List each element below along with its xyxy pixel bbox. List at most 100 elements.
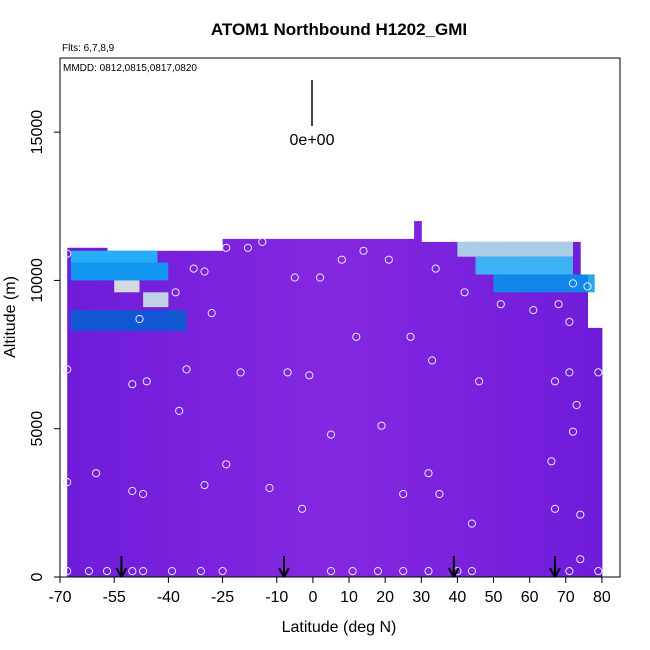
x-tick-label-1: -55 [103,589,126,606]
field-column-20 [139,250,144,577]
sample-point-48 [572,400,581,410]
field-column-102 [435,241,440,577]
field-column-98 [421,241,426,577]
field-column-87 [381,238,386,577]
field-column-54 [262,238,267,577]
sample-point-40 [182,365,191,374]
field-column-70 [320,238,325,577]
sample-point-19 [92,469,101,478]
sample-point-38 [128,380,137,389]
field-column-76 [341,238,346,577]
sample-point-57 [565,317,574,326]
field-column-13 [114,250,119,577]
field-column-121 [504,241,509,577]
field-column-123 [511,241,516,577]
sample-point-47 [565,368,574,377]
high-region-6 [475,256,573,275]
field-column-116 [486,241,491,577]
field-column-143 [583,274,588,577]
sample-point-12 [424,567,433,576]
sample-point-27 [424,469,433,478]
high-region-3 [143,292,169,308]
sample-point-24 [265,483,274,493]
field-column-19 [135,250,140,577]
high-region-0 [70,250,158,263]
sample-point-46 [550,377,560,386]
sample-point-54 [496,300,505,309]
field-column-2 [74,247,79,577]
sample-point-64 [431,264,440,273]
field-column-40 [211,250,216,577]
sample-point-66 [583,282,592,291]
sample-point-8 [326,567,336,576]
sample-point-45 [475,377,484,386]
high-region-2 [114,280,140,293]
sample-point-58 [171,288,180,297]
plot-area [63,221,603,577]
field-column-92 [399,238,404,577]
field-column-21 [143,250,148,577]
field-column-74 [334,238,339,577]
high-region-5 [457,241,573,257]
sample-point-33 [377,421,386,430]
field-column-89 [388,238,393,577]
y-tick-label-0: 0 [29,572,46,581]
field-column-128 [529,241,534,577]
field-column-96 [414,221,419,577]
field-column-4 [81,247,86,577]
field-column-99 [424,241,429,577]
x-tick-label-6: 10 [340,589,358,606]
field-column-46 [233,238,238,577]
field-column-67 [309,238,314,577]
field-column-135 [555,241,560,577]
x-tick-label-9: 40 [449,589,467,606]
field-column-43 [222,238,227,577]
sample-point-20 [128,486,137,496]
flights-annotation: Flts: 6,7,8,9 [62,43,115,54]
field-column-147 [598,327,603,577]
field-column-28 [168,250,173,577]
field-column-118 [493,241,498,577]
field-column-131 [540,241,545,577]
sample-point-26 [399,489,408,499]
field-column-146 [594,327,599,577]
field-column-138 [565,241,570,577]
field-column-33 [186,250,191,577]
sample-point-63 [316,273,325,282]
sample-point-73 [384,255,393,264]
field-column-71 [323,238,328,577]
field-column-137 [562,241,567,577]
field-column-11 [107,250,112,577]
field-column-1 [70,247,75,577]
sample-point-1 [84,567,94,576]
field-column-8 [96,247,101,577]
sample-point-56 [554,300,563,309]
field-column-45 [229,238,234,577]
y-axis-label: Altitude (m) [2,276,19,358]
field-column-145 [591,327,596,577]
field-column-34 [190,250,195,577]
sample-point-42 [283,368,292,377]
sample-point-71 [337,255,346,264]
field-column-100 [428,241,433,577]
field-column-39 [208,250,213,577]
field-column-110 [464,241,469,577]
field-column-109 [461,241,466,577]
sample-point-31 [550,504,560,513]
y-tick-label-3: 15000 [29,110,46,155]
field-column-37 [200,250,205,577]
sample-point-2 [102,567,112,576]
field-column-10 [103,247,108,577]
field-column-108 [457,241,462,577]
field-column-9 [99,247,104,577]
sample-point-23 [222,460,231,469]
x-tick-label-3: -25 [211,589,234,606]
field-column-122 [508,241,513,577]
field-column-133 [547,241,552,577]
x-tick-label-10: 50 [485,589,503,606]
sample-point-25 [298,504,307,513]
sample-point-41 [236,368,245,377]
x-tick-label-13: 80 [593,589,611,606]
sample-point-10 [373,567,382,576]
field-column-93 [403,238,408,577]
